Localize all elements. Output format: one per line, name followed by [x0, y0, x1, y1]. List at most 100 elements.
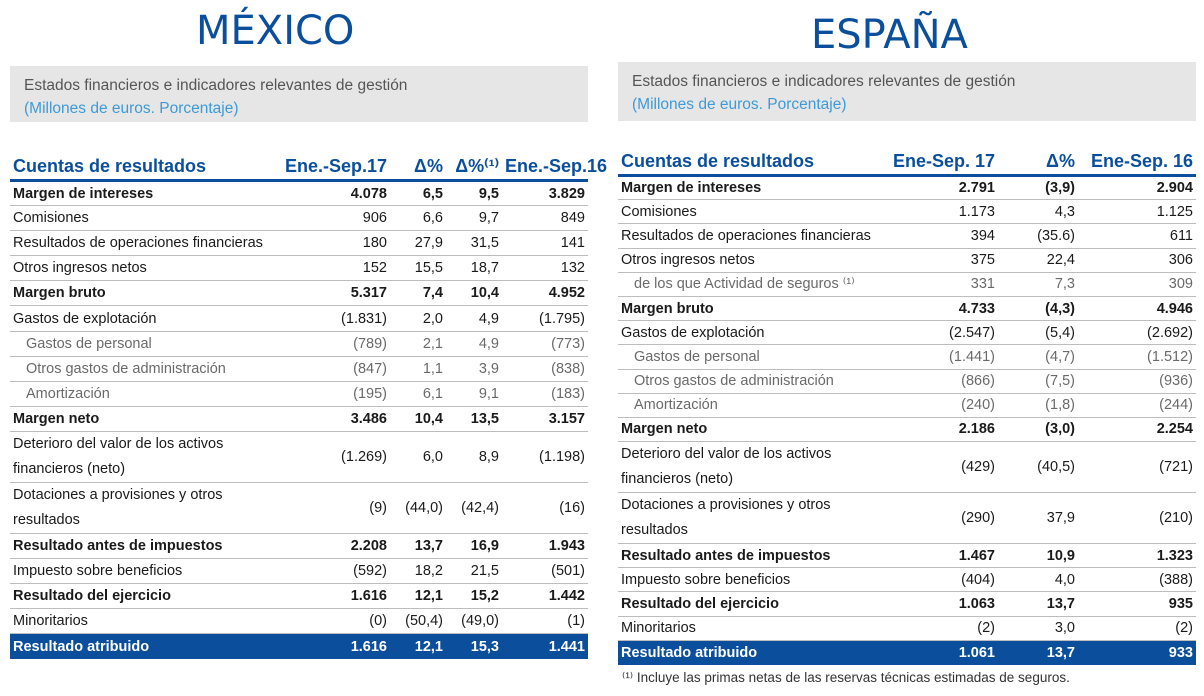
mexico-header-4: Ene.-Sep.16 — [502, 154, 607, 182]
mexico-cell-3: 8,9 — [446, 431, 502, 483]
mexico-row-label: Gastos de personal — [10, 331, 280, 357]
mexico-header-3: Δ%⁽¹⁾ — [446, 154, 502, 182]
mexico-cell-3: (49,0) — [446, 608, 502, 635]
spain-cell-2: (3,0) — [998, 417, 1078, 443]
mexico-row-minoritarios: Minoritarios (0) (50,4) (49,0) (1) — [10, 608, 588, 635]
spain-income-table: Cuentas de resultados Ene-Sep. 17 Δ% Ene-Se… — [618, 149, 1196, 665]
mexico-row-gastos-de-personal: Gastos de personal (789) 2,1 4,9 (773) — [10, 331, 588, 357]
spain-row-label: Impuesto sobre beneficios — [618, 567, 886, 593]
spain-row-gastos-de-personal: Gastos de personal (1.441) (4,7) (1.512) — [618, 344, 1196, 370]
mexico-cell-2: 2,0 — [390, 305, 446, 332]
spain-cell-2: (4,7) — [998, 344, 1078, 370]
mexico-cell-1: 4.078 — [280, 180, 390, 207]
spain-cell-3: 1.125 — [1078, 199, 1196, 225]
spain-cell-2: (4,3) — [998, 296, 1078, 322]
spain-row-label: Dotaciones a provisiones y otros resulta… — [618, 492, 886, 545]
mexico-row-margen-neto: Margen neto 3.486 10,4 13,5 3.157 — [10, 406, 588, 432]
mexico-cell-1: (847) — [280, 356, 390, 382]
mexico-cell-1: (592) — [280, 558, 390, 585]
spain-cell-2: (3,9) — [998, 175, 1078, 201]
mexico-info-box: Estados financieros e indicadores releva… — [10, 66, 588, 122]
spain-row-de-los-que-actividad-de-seguros: de los que Actividad de seguros ⁽¹⁾ 331 7,… — [618, 272, 1196, 297]
spain-row-label: Margen bruto — [618, 296, 886, 322]
mexico-cell-3: 4,9 — [446, 305, 502, 332]
spain-cell-3: 935 — [1078, 591, 1196, 617]
spain-row-label: Comisiones — [618, 199, 886, 225]
mexico-cell-4: 1.441 — [502, 633, 588, 659]
mexico-cell-4: 849 — [502, 205, 588, 232]
mexico-row-label: Resultado del ejercicio — [10, 583, 280, 610]
spain-cell-2: (5,4) — [998, 320, 1078, 346]
spain-cell-2: 13,7 — [998, 640, 1078, 665]
mexico-cell-2: 6,6 — [390, 205, 446, 232]
spain-row-label: Gastos de personal — [618, 344, 886, 370]
mexico-row-otros-gastos-de-administracion: Otros gastos de administración (847) 1,1 3,… — [10, 356, 588, 382]
mexico-header-2: Δ% — [390, 154, 446, 182]
spain-row-resultados-de-operaciones-financieras: Resultados de operaciones financieras 394… — [618, 223, 1196, 249]
spain-row-label: Margen neto — [618, 417, 886, 443]
mexico-header-1: Ene.-Sep.17 — [280, 154, 390, 182]
spain-cell-3: (244) — [1078, 393, 1196, 418]
mexico-row-label: Deterioro del valor de los activos finan… — [10, 431, 280, 483]
mexico-row-resultado-antes-de-impuestos: Resultado antes de impuestos 2.208 13,7 16,… — [10, 533, 588, 560]
mexico-cell-1: 152 — [280, 255, 390, 282]
mexico-cell-3: 9,1 — [446, 381, 502, 407]
mexico-cell-2: 10,4 — [390, 406, 446, 432]
spain-cell-3: 1.323 — [1078, 543, 1196, 569]
spain-cell-3: (2.692) — [1078, 320, 1196, 346]
spain-row-minoritarios: Minoritarios (2) 3,0 (2) — [618, 616, 1196, 641]
mexico-row-label: Margen bruto — [10, 280, 280, 307]
mexico-cell-1: (0) — [280, 608, 390, 635]
mexico-header-0: Cuentas de resultados — [10, 154, 280, 182]
mexico-row-label: Amortización — [10, 381, 280, 407]
spain-row-margen-bruto: Margen bruto 4.733 (4,3) 4.946 — [618, 296, 1196, 322]
spain-row-label: Resultado del ejercicio — [618, 591, 886, 617]
spain-cell-2: (7,5) — [998, 369, 1078, 394]
mexico-cell-1: (789) — [280, 331, 390, 357]
mexico-cell-2: (44,0) — [390, 482, 446, 534]
mexico-cell-1: 3.486 — [280, 406, 390, 432]
spain-cell-3: (1.512) — [1078, 344, 1196, 370]
mexico-row-resultados-de-operaciones-financieras: Resultados de operaciones financieras 180… — [10, 230, 588, 257]
spain-row-gastos-de-explotacion: Gastos de explotación (2.547) (5,4) (2.692) — [618, 320, 1196, 346]
spain-row-resultado-atribuido: Resultado atribuido 1.061 13,7 933 — [618, 640, 1196, 665]
spain-cell-1: (1.441) — [886, 344, 998, 370]
spain-row-impuesto-sobre-beneficios: Impuesto sobre beneficios (404) 4,0 (388) — [618, 567, 1196, 593]
spain-cell-3: 933 — [1078, 640, 1196, 665]
mexico-row-amortizacion: Amortización (195) 6,1 9,1 (183) — [10, 381, 588, 407]
spain-row-otros-ingresos-netos: Otros ingresos netos 375 22,4 306 — [618, 248, 1196, 273]
mexico-cell-4: (501) — [502, 558, 588, 585]
mexico-income-table: Cuentas de resultados Ene.-Sep.17 Δ% Δ%⁽¹⁾ E… — [10, 154, 607, 659]
spain-footnote: ⁽¹⁾ Incluye las primas netas de las rese… — [622, 670, 1070, 685]
mexico-cell-4: 1.442 — [502, 583, 588, 610]
spain-title: ESPAÑA — [811, 12, 968, 58]
spain-cell-2: (1,8) — [998, 393, 1078, 418]
mexico-cell-3: 16,9 — [446, 533, 502, 560]
mexico-cell-1: 906 — [280, 205, 390, 232]
mexico-row-otros-ingresos-netos: Otros ingresos netos 152 15,5 18,7 132 — [10, 255, 588, 282]
mexico-cell-4: (16) — [502, 482, 588, 534]
spain-cell-3: (210) — [1078, 492, 1196, 545]
mexico-row-label: Impuesto sobre beneficios — [10, 558, 280, 585]
mexico-info-subtitle: (Millones de euros. Porcentaje) — [24, 100, 239, 117]
spain-cell-3: 306 — [1078, 248, 1196, 273]
spain-row-deterioro-del-valor-de-los-activos-financieros-neto: Deterioro del valor de los activos finan… — [618, 441, 1196, 494]
mexico-row-label: Comisiones — [10, 205, 280, 232]
mexico-cell-1: 1.616 — [280, 633, 390, 659]
spain-cell-1: 4.733 — [886, 296, 998, 322]
mexico-row-impuesto-sobre-beneficios: Impuesto sobre beneficios (592) 18,2 21,5 (5… — [10, 558, 588, 585]
spain-header-1: Ene-Sep. 17 — [886, 149, 998, 177]
mexico-cell-3: 4,9 — [446, 331, 502, 357]
spain-cell-1: 2.791 — [886, 175, 998, 201]
mexico-cell-4: 4.952 — [502, 280, 588, 307]
spain-cell-1: 1.173 — [886, 199, 998, 225]
spain-cell-3: 2.254 — [1078, 417, 1196, 443]
spain-cell-1: (2) — [886, 616, 998, 641]
mexico-row-label: Otros ingresos netos — [10, 255, 280, 282]
spain-cell-2: 4,0 — [998, 567, 1078, 593]
spain-row-amortizacion: Amortización (240) (1,8) (244) — [618, 393, 1196, 418]
mexico-cell-4: 3.157 — [502, 406, 588, 432]
mexico-row-label: Minoritarios — [10, 608, 280, 635]
spain-cell-1: 331 — [886, 272, 998, 297]
mexico-cell-1: (1.269) — [280, 431, 390, 483]
